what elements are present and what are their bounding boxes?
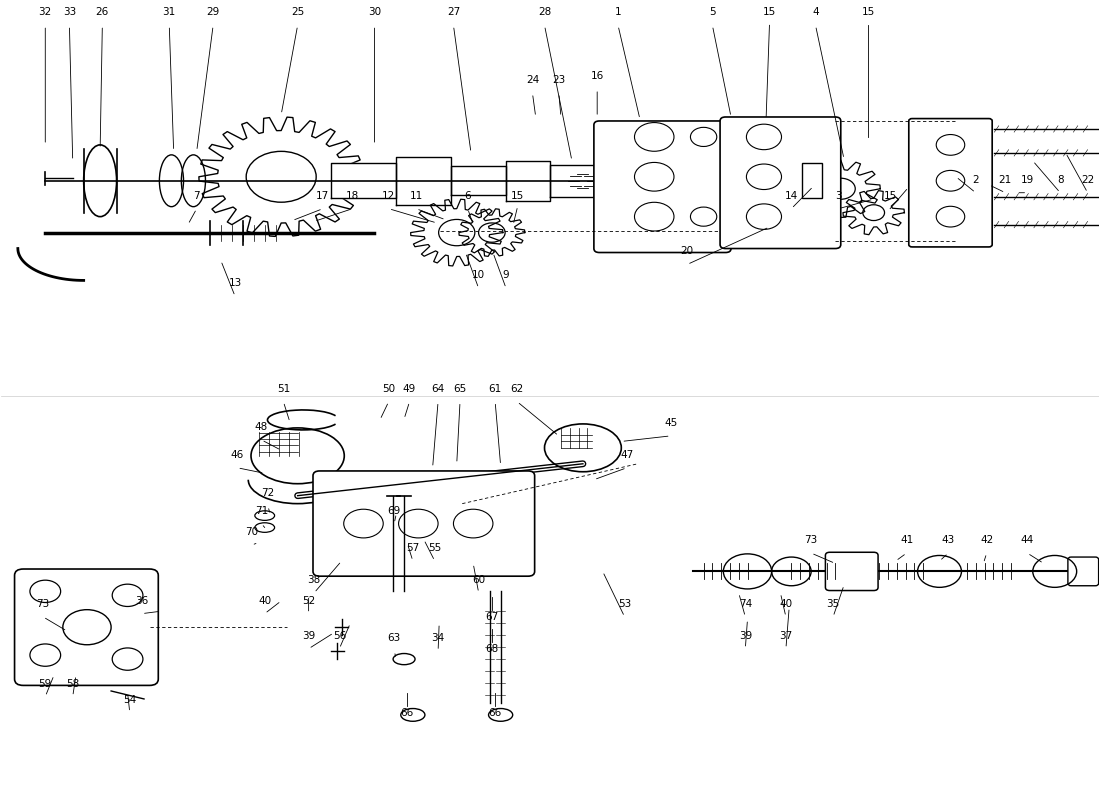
FancyBboxPatch shape	[14, 569, 158, 686]
Text: 65: 65	[453, 384, 466, 394]
Text: 6: 6	[464, 190, 471, 201]
Text: 48: 48	[255, 422, 268, 432]
Text: 30: 30	[367, 7, 381, 18]
Text: 72: 72	[262, 488, 275, 498]
FancyBboxPatch shape	[1068, 557, 1099, 586]
Text: 74: 74	[739, 599, 752, 609]
Text: 70: 70	[245, 527, 258, 537]
Text: 40: 40	[258, 596, 272, 606]
Text: 53: 53	[618, 599, 631, 609]
Text: 56: 56	[332, 630, 346, 641]
Text: 25: 25	[292, 7, 305, 18]
Text: 33: 33	[63, 7, 76, 18]
Text: 38: 38	[308, 575, 321, 585]
Text: 41: 41	[900, 535, 913, 545]
Text: 13: 13	[229, 278, 242, 288]
Text: eurospares: eurospares	[146, 481, 339, 510]
FancyBboxPatch shape	[1, 2, 1099, 400]
Text: 14: 14	[784, 190, 798, 201]
Text: 28: 28	[538, 7, 551, 18]
Text: 18: 18	[345, 190, 359, 201]
Text: 9: 9	[503, 270, 509, 281]
FancyBboxPatch shape	[825, 552, 878, 590]
Text: 42: 42	[980, 535, 993, 545]
Text: 32: 32	[39, 7, 52, 18]
Text: 57: 57	[406, 543, 419, 553]
FancyBboxPatch shape	[594, 121, 732, 253]
Text: 8: 8	[1057, 174, 1064, 185]
Text: 21: 21	[999, 174, 1012, 185]
Text: 73: 73	[804, 535, 817, 545]
Text: 36: 36	[135, 596, 149, 606]
Text: 15: 15	[861, 7, 875, 18]
FancyBboxPatch shape	[720, 117, 840, 249]
Text: 55: 55	[428, 543, 441, 553]
FancyBboxPatch shape	[314, 471, 535, 576]
FancyBboxPatch shape	[1, 400, 1099, 798]
Text: 45: 45	[664, 418, 678, 428]
Text: 67: 67	[485, 612, 498, 622]
Text: 24: 24	[526, 75, 539, 85]
Text: 51: 51	[277, 384, 290, 394]
Text: 10: 10	[472, 270, 485, 281]
FancyBboxPatch shape	[909, 118, 992, 247]
Text: 7: 7	[194, 190, 200, 201]
Text: 63: 63	[387, 633, 400, 643]
Text: eurospares: eurospares	[508, 178, 701, 207]
Text: 47: 47	[620, 450, 634, 460]
Text: 39: 39	[739, 630, 752, 641]
Text: 29: 29	[207, 7, 220, 18]
Text: 61: 61	[488, 384, 502, 394]
Text: 73: 73	[36, 599, 50, 609]
Text: 27: 27	[447, 7, 460, 18]
Text: 58: 58	[66, 678, 79, 689]
FancyBboxPatch shape	[802, 163, 822, 198]
Text: 1: 1	[615, 7, 622, 18]
Text: 31: 31	[163, 7, 176, 18]
Text: 50: 50	[382, 384, 395, 394]
Text: 3: 3	[835, 190, 842, 201]
Text: 15: 15	[510, 190, 524, 201]
Text: eurospares: eurospares	[146, 178, 339, 207]
Text: 62: 62	[510, 384, 524, 394]
Text: 49: 49	[403, 384, 416, 394]
Text: 54: 54	[123, 694, 136, 705]
Text: 20: 20	[681, 246, 694, 257]
Text: 59: 59	[39, 678, 52, 689]
Text: 35: 35	[826, 599, 839, 609]
Text: 37: 37	[779, 630, 792, 641]
Text: 11: 11	[409, 190, 422, 201]
Text: 69: 69	[387, 506, 400, 515]
Text: 4: 4	[812, 7, 818, 18]
Text: 43: 43	[942, 535, 955, 545]
Text: 15: 15	[762, 7, 777, 18]
Text: 46: 46	[231, 450, 244, 460]
Text: 23: 23	[552, 75, 565, 85]
Text: 34: 34	[431, 633, 444, 643]
Text: 19: 19	[1021, 174, 1034, 185]
Text: eurospares: eurospares	[728, 481, 921, 510]
Text: 26: 26	[96, 7, 109, 18]
Text: 40: 40	[779, 599, 792, 609]
Text: 66: 66	[400, 707, 414, 718]
Text: 52: 52	[302, 596, 316, 606]
Text: 60: 60	[472, 575, 485, 585]
Text: 12: 12	[382, 190, 395, 201]
Text: 68: 68	[485, 644, 498, 654]
Text: 5: 5	[710, 7, 716, 18]
Text: 2: 2	[972, 174, 979, 185]
Text: 64: 64	[431, 384, 444, 394]
Text: 66: 66	[488, 707, 502, 718]
Text: 22: 22	[1081, 174, 1094, 185]
Text: 16: 16	[591, 71, 604, 81]
Text: 17: 17	[317, 190, 330, 201]
Text: 15: 15	[883, 190, 896, 201]
Text: 39: 39	[302, 630, 316, 641]
Text: 71: 71	[255, 506, 268, 515]
Text: 44: 44	[1021, 535, 1034, 545]
